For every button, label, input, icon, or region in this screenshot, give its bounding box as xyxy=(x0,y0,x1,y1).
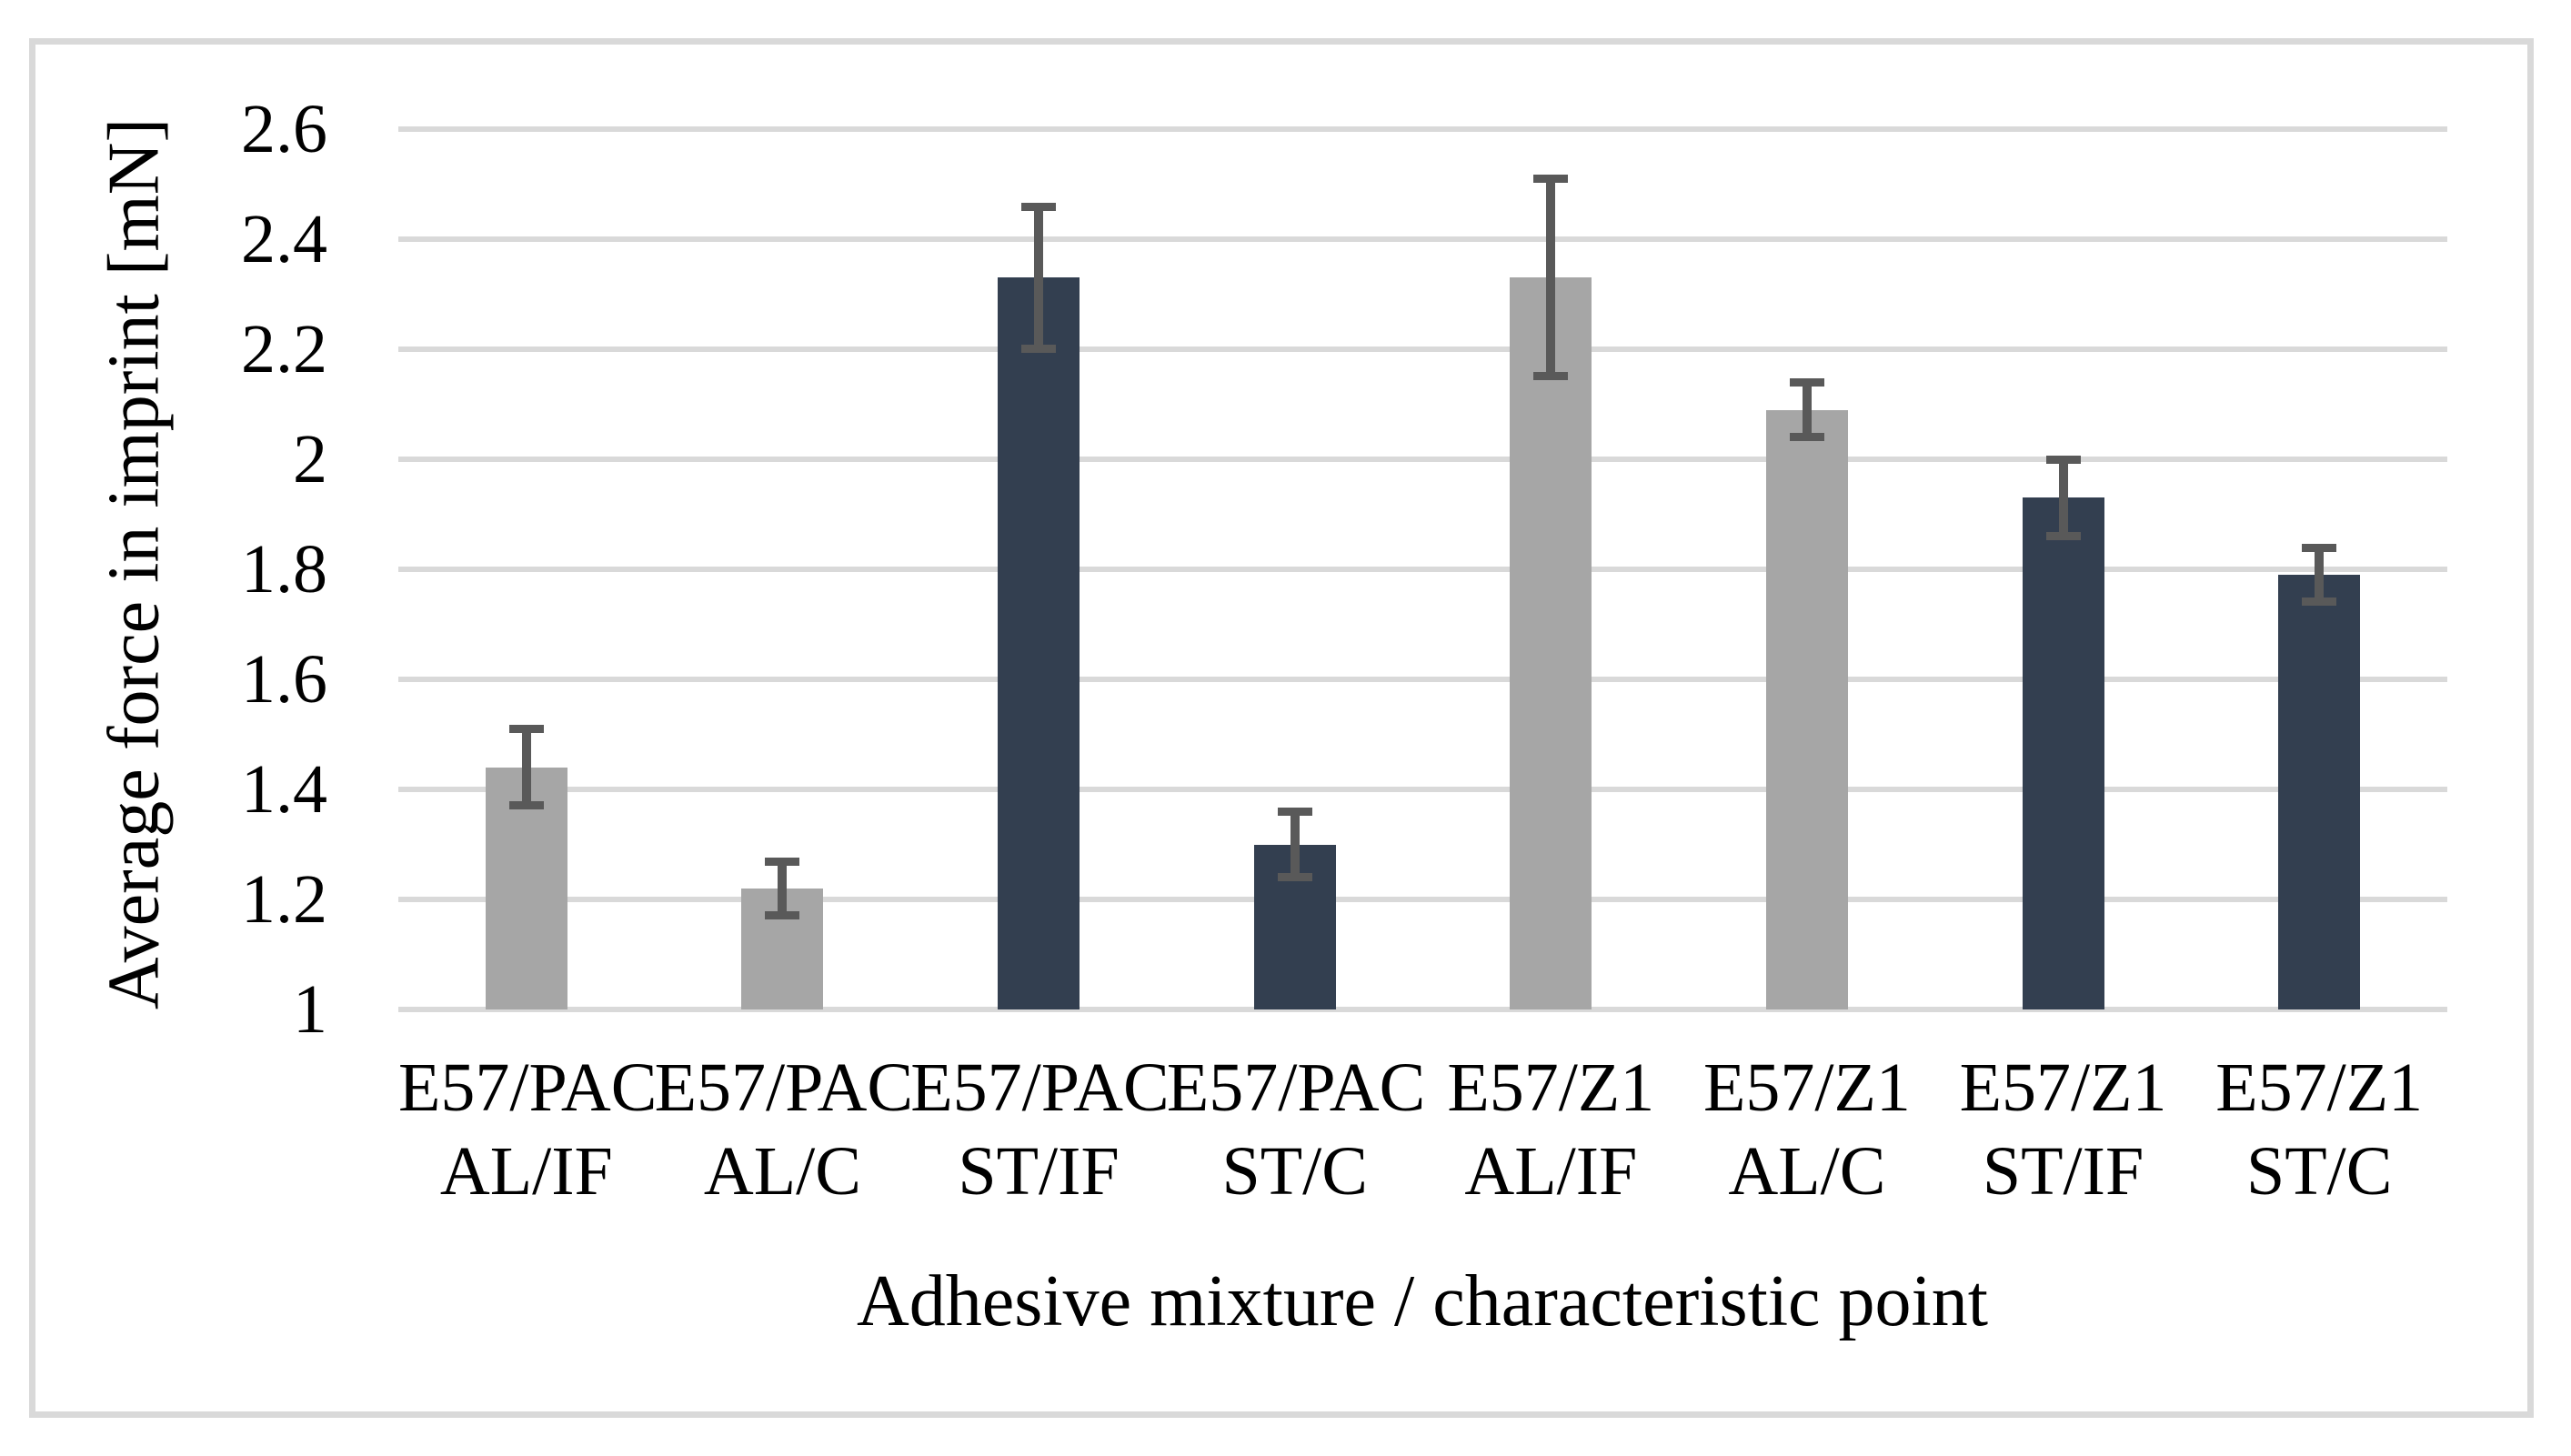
x-category-label-line1: E57/Z1 xyxy=(1447,1049,1655,1126)
error-bar-cap-bottom xyxy=(1021,345,1057,353)
bar-E57/Z1-AL/IF xyxy=(1510,277,1592,1009)
x-category-label-line2: ST/C xyxy=(1221,1133,1368,1210)
x-category-label-line2: AL/C xyxy=(703,1133,861,1210)
error-bar-whisker xyxy=(2315,547,2325,603)
x-category-label: E57/Z1 AL/IF xyxy=(1423,1046,1680,1213)
x-category-label-line1: E57/Z1 xyxy=(1959,1049,2167,1126)
y-tick-label: 1.8 xyxy=(241,531,327,608)
x-category-label-line1: E57/PAC xyxy=(1166,1049,1426,1126)
x-axis-line xyxy=(398,1007,2447,1012)
x-category-label: E57/PAC AL/IF xyxy=(398,1046,658,1213)
x-category-label-line2: AL/IF xyxy=(1464,1133,1638,1210)
bar-E57/Z1-ST/IF xyxy=(2022,497,2104,1009)
x-category-label-line1: E57/PAC xyxy=(654,1049,914,1126)
error-bar-cap-bottom xyxy=(1533,372,1569,381)
y-tick-label: 2.6 xyxy=(241,91,327,167)
error-bar-cap-bottom xyxy=(765,911,800,920)
error-bar-cap-bottom xyxy=(2302,597,2337,607)
x-category-label-line1: E57/PAC xyxy=(910,1049,1170,1126)
plot-area xyxy=(398,126,2447,1012)
x-category-label-line2: AL/C xyxy=(1728,1133,1886,1210)
error-bar-whisker xyxy=(2058,459,2068,537)
error-bar-cap-top xyxy=(1533,175,1569,184)
gridline xyxy=(398,787,2447,792)
error-bar-cap-top xyxy=(2045,456,2081,464)
bar-E57/PAC-ST/IF xyxy=(998,277,1080,1009)
error-bar-cap-top xyxy=(1789,378,1824,387)
x-category-label-line2: ST/IF xyxy=(1982,1133,2144,1210)
x-category-label: E57/Z1 ST/IF xyxy=(1935,1046,2192,1213)
x-category-label: E57/PAC ST/C xyxy=(1166,1046,1426,1213)
bar-E57/Z1-ST/C xyxy=(2278,575,2361,1009)
gridline xyxy=(398,236,2447,242)
x-category-label-line1: E57/Z1 xyxy=(1702,1049,1911,1126)
x-category-label: E57/Z1 ST/C xyxy=(2191,1046,2447,1213)
gridline xyxy=(398,126,2447,132)
gridline xyxy=(398,677,2447,682)
gridline xyxy=(398,897,2447,902)
y-tick-label: 1.4 xyxy=(241,751,327,828)
y-tick-label: 2.2 xyxy=(241,311,327,387)
error-bar-cap-top xyxy=(1277,808,1312,817)
x-category-label-line2: ST/IF xyxy=(958,1133,1120,1210)
x-category-label-line2: AL/IF xyxy=(439,1133,613,1210)
error-bar-cap-top xyxy=(508,725,544,734)
error-bar-cap-bottom xyxy=(1789,432,1824,441)
gridline xyxy=(398,457,2447,462)
y-tick-label: 2 xyxy=(293,421,327,497)
x-category-label: E57/PAC AL/C xyxy=(654,1046,914,1213)
x-axis-title: Adhesive mixture / characteristic point xyxy=(856,1261,1989,1341)
error-bar-cap-bottom xyxy=(1277,872,1312,881)
error-bar-whisker xyxy=(1290,811,1300,878)
error-bar-whisker xyxy=(1034,206,1044,349)
x-category-label-line1: E57/PAC xyxy=(398,1049,658,1126)
x-category-label-line1: E57/Z1 xyxy=(2215,1049,2424,1126)
error-bar-whisker xyxy=(1546,178,1556,377)
x-category-label: E57/Z1 AL/C xyxy=(1679,1046,1935,1213)
y-tick-label: 1 xyxy=(293,971,327,1048)
gridline xyxy=(398,567,2447,572)
y-tick-label: 1.2 xyxy=(241,861,327,938)
y-tick-label: 1.6 xyxy=(241,641,327,718)
error-bar-cap-top xyxy=(1021,202,1057,211)
x-axis-category-labels: E57/PAC AL/IF E57/PAC AL/C E57/PAC ST/IF E57/P… xyxy=(398,1046,2447,1228)
error-bar-whisker xyxy=(1802,382,1812,437)
error-bar-cap-top xyxy=(2302,543,2337,552)
error-bar-cap-top xyxy=(765,857,800,866)
y-tick-label: 2.4 xyxy=(241,201,327,277)
x-category-label-line2: ST/C xyxy=(2245,1133,2393,1210)
error-bar-cap-bottom xyxy=(2045,531,2081,540)
gridline xyxy=(398,346,2447,352)
bar-E57/Z1-AL/C xyxy=(1765,409,1848,1009)
error-bar-whisker xyxy=(778,860,788,917)
x-category-label: E57/PAC ST/IF xyxy=(910,1046,1170,1213)
error-bar-whisker xyxy=(521,728,531,807)
chart-frame xyxy=(29,38,2534,1418)
error-bar-cap-bottom xyxy=(508,801,544,810)
